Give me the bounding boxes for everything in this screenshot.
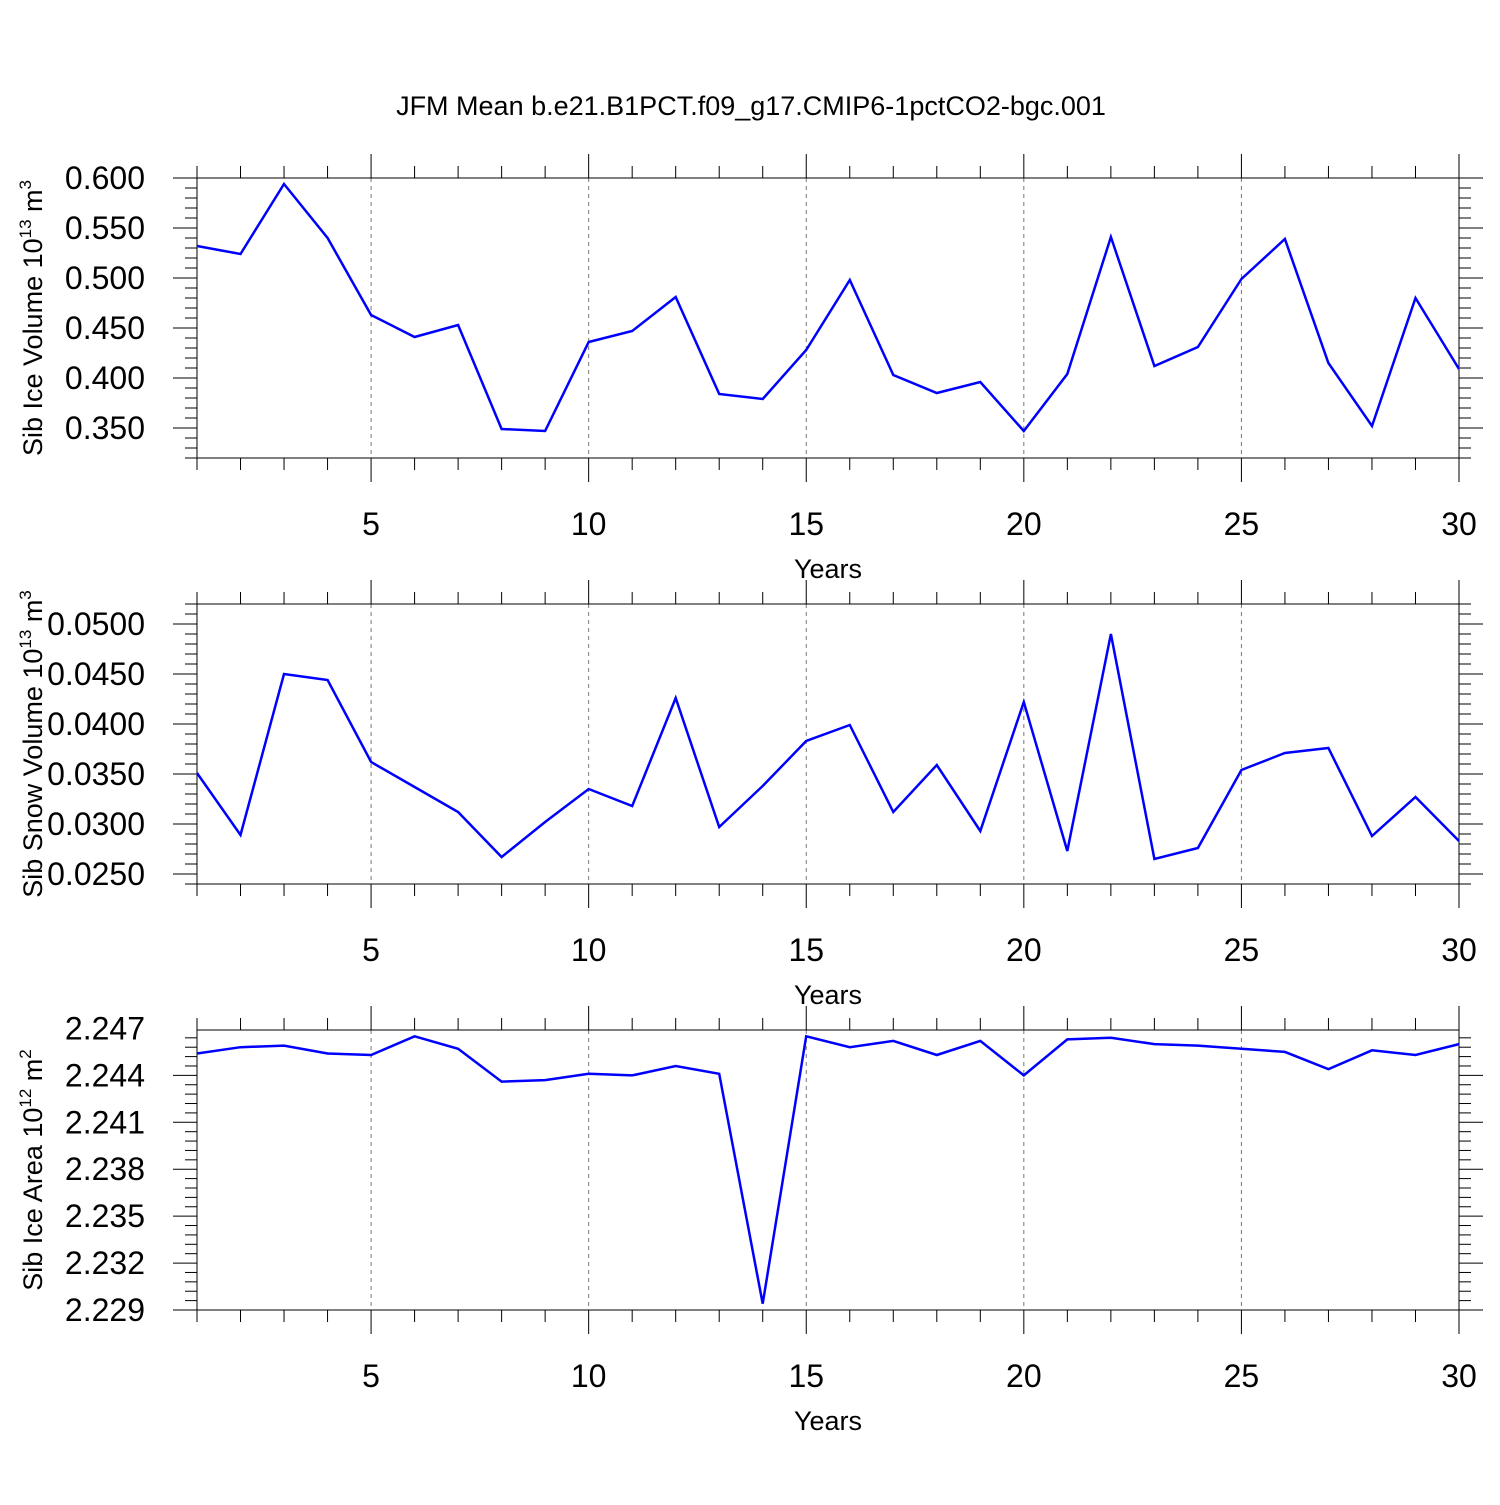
y-tick-label: 2.244: [65, 1057, 145, 1093]
y-tick-label: 2.247: [65, 1010, 145, 1046]
y-tick-label: 2.232: [65, 1245, 145, 1281]
x-axis-label: Years: [794, 1406, 862, 1436]
x-tick-label: 25: [1224, 932, 1260, 968]
y-tick-label: 0.0300: [47, 806, 145, 842]
x-tick-label: 15: [788, 932, 824, 968]
y-axis-label-part: m: [18, 600, 48, 630]
y-tick-label: 0.350: [65, 410, 145, 446]
x-tick-label: 15: [788, 506, 824, 542]
y-axis-label-superscript: 13: [16, 630, 35, 649]
y-tick-label: 2.229: [65, 1292, 145, 1328]
plot-frame: [196, 177, 1460, 459]
x-tick-label: 15: [788, 1358, 824, 1394]
series-line: [196, 1034, 1460, 1304]
x-tick-label: 30: [1441, 1358, 1477, 1394]
plot-frame: [196, 1029, 1460, 1311]
y-tick-label: 0.550: [65, 210, 145, 246]
y-tick-label: 0.500: [65, 260, 145, 296]
y-axis-label-superscript: 12: [16, 1089, 35, 1108]
x-tick-label: 20: [1006, 1358, 1042, 1394]
y-axis-label-part: m: [18, 1059, 48, 1089]
x-tick-label: 30: [1441, 506, 1477, 542]
y-tick-label: 2.238: [65, 1151, 145, 1187]
x-tick-label: 5: [362, 932, 380, 968]
y-tick-label: 0.0250: [47, 856, 145, 892]
x-tick-label: 25: [1224, 1358, 1260, 1394]
y-axis-label-superscript: 3: [16, 180, 35, 189]
y-axis-label-part: Sib Ice Area 10: [18, 1108, 48, 1291]
plot-frame: [196, 603, 1460, 885]
x-tick-label: 10: [571, 1358, 607, 1394]
x-tick-label: 30: [1441, 932, 1477, 968]
y-tick-label: 0.450: [65, 310, 145, 346]
y-tick-label: 2.235: [65, 1198, 145, 1234]
y-axis-label: Sib Ice Volume 1013 m3: [16, 180, 48, 456]
x-tick-label: 5: [362, 1358, 380, 1394]
x-axis-label: Years: [794, 554, 862, 584]
y-tick-label: 0.400: [65, 360, 145, 396]
y-tick-label: 0.600: [65, 160, 145, 196]
x-tick-label: 20: [1006, 932, 1042, 968]
x-tick-label: 20: [1006, 506, 1042, 542]
y-tick-label: 0.0500: [47, 606, 145, 642]
x-tick-label: 10: [571, 506, 607, 542]
y-tick-label: 0.0450: [47, 656, 145, 692]
series-line: [196, 181, 1461, 433]
figure-title: JFM Mean b.e21.B1PCT.f09_g17.CMIP6-1pctC…: [396, 91, 1106, 121]
x-axis-label: Years: [794, 980, 862, 1010]
y-tick-label: 2.241: [65, 1104, 145, 1140]
y-axis-label: Sib Ice Area 1012 m2: [16, 1049, 48, 1291]
series-line: [195, 633, 1460, 861]
x-tick-label: 5: [362, 506, 380, 542]
y-axis-label-superscript: 3: [16, 590, 35, 599]
y-axis-label: Sib Snow Volume 1013 m3: [16, 590, 48, 898]
x-tick-label: 25: [1224, 506, 1260, 542]
y-tick-label: 0.0350: [47, 756, 145, 792]
y-axis-label-superscript: 13: [16, 219, 35, 238]
y-axis-label-part: m: [18, 189, 48, 219]
y-axis-label-superscript: 2: [16, 1049, 35, 1058]
y-tick-label: 0.0400: [47, 706, 145, 742]
x-tick-label: 10: [571, 932, 607, 968]
y-axis-label-part: Sib Snow Volume 10: [18, 649, 48, 898]
y-axis-label-part: Sib Ice Volume 10: [18, 238, 48, 456]
